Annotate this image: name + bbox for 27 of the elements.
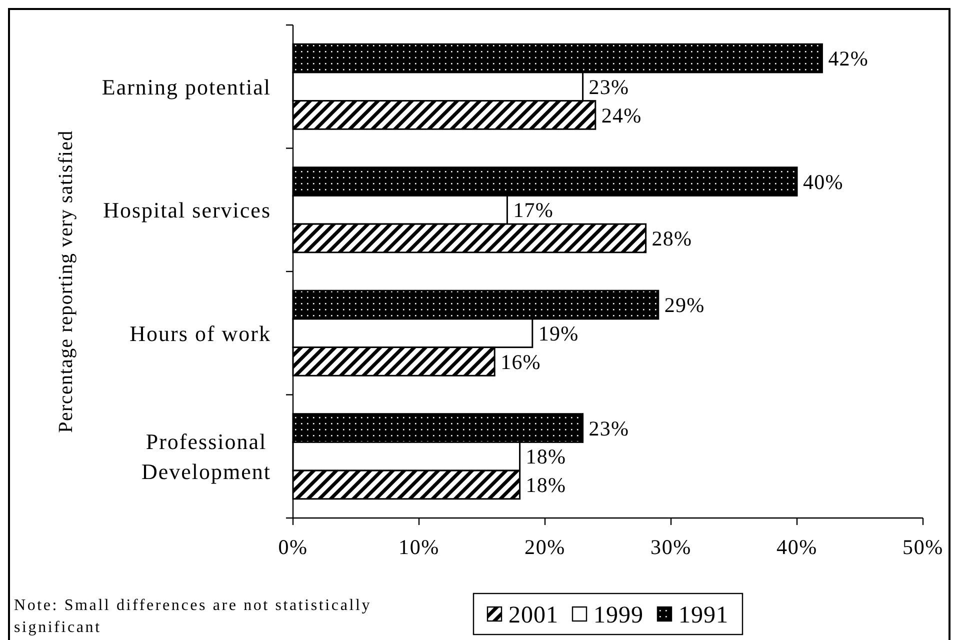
y-tick-label: Hospital services [103,198,271,223]
y-tick-label: Hours of work [130,320,271,346]
x-tick-label: 20% [524,534,566,559]
data-label: 18% [526,444,566,469]
y-axis-title: Percentage reporting very satisfied [55,130,77,433]
x-tick-label: 50% [902,534,944,559]
data-label: 40% [803,170,844,194]
x-tick-label: 0% [278,534,308,559]
x-tick-label: 10% [398,534,440,559]
data-label: 42% [828,46,868,71]
data-label: 18% [526,473,566,498]
data-label: 29% [664,293,705,318]
x-tick-label: 30% [650,534,692,559]
legend-label: 1991 [678,602,728,628]
y-tick-label: Earning potential [102,74,271,100]
legend-label: 2001 [508,602,558,628]
data-label: 28% [652,226,692,251]
legend-label: 1999 [594,602,644,628]
data-label: 17% [513,198,554,222]
data-label: 19% [538,321,579,346]
data-label: 24% [601,103,642,128]
data-label: 16% [500,350,541,374]
x-tick-label: 40% [776,534,818,559]
y-tick-label: Professional Development [141,429,271,484]
text: Note: Small differences are not statistically significant [14,597,372,636]
data-label: 23% [588,74,630,99]
data-label: 23% [588,416,630,440]
